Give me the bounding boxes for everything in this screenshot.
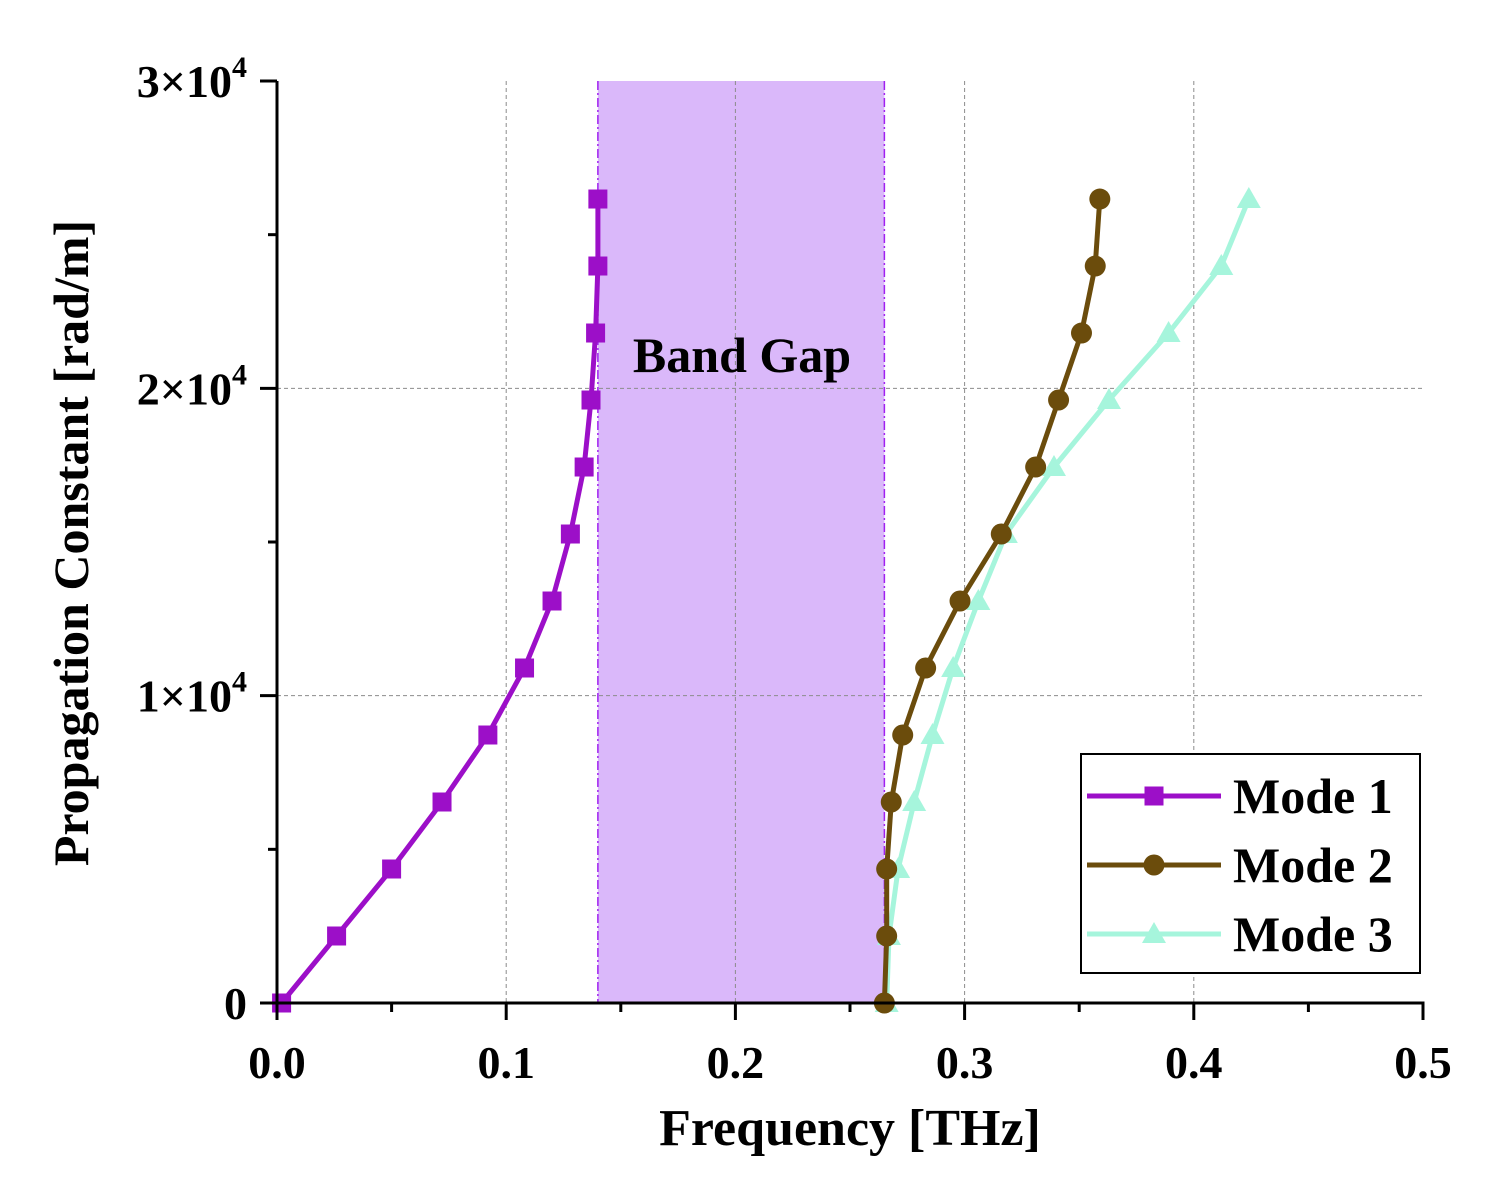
mode-3-point [941,656,966,678]
mode-1-point [588,189,608,209]
legend-item-mode-3: Mode 3 [1087,906,1393,962]
x-tick-label: 0.4 [1165,1037,1223,1088]
legend-swatch-marker [1143,854,1165,876]
mode-3-point [1156,321,1181,343]
band-gap-region [597,81,886,1003]
mode-3-point [966,589,991,611]
mode-1-point [515,658,535,678]
grid [277,81,1423,1003]
mode-3-point [920,723,945,745]
legend-item-mode-2: Mode 2 [1087,837,1393,893]
legend: Mode 1 Mode 2 Mode 3 [1080,753,1421,974]
mode-3-point [1041,455,1066,477]
mode-1-point [581,390,601,410]
mode-2-point [880,791,902,813]
mode-3-point [1209,254,1234,276]
series-mode-1 [272,189,608,1013]
legend-item-mode-1: Mode 1 [1087,768,1393,824]
mode-1-point [560,524,580,544]
mode-1-point [542,591,562,611]
mode-2-point [892,724,914,746]
mode-3-point [1236,187,1261,209]
mode-2-point [1048,389,1070,411]
mode-1-point [432,792,452,812]
x-tick-label: 0.0 [248,1037,306,1088]
x-tick-label: 0.5 [1394,1037,1452,1088]
series-layer [272,187,1261,1014]
mode-2-point [949,590,971,612]
band-gap-fill [597,81,885,1003]
x-axis-title: Frequency [THz] [659,1100,1041,1157]
mode-3-point [902,790,927,812]
mode-1-point [382,859,402,879]
y-tick-label: 2×104 [137,358,247,414]
legend-label: Mode 3 [1233,906,1393,962]
tick-labels: 0.0 0.1 0.2 0.3 0.4 0.5 0 1×104 2×104 3×104 [137,51,1452,1088]
mode-1-point [327,926,347,946]
mode-2-line [881,198,1103,1004]
legend-swatch-marker [1144,786,1164,806]
mode-2-point [876,858,898,880]
y-tick-label: 0 [224,978,247,1029]
mode-1-point [588,256,608,276]
mode-2-point [1070,322,1092,344]
mode-2-point [915,657,937,679]
legend-swatch-marker [1142,922,1166,943]
mode-2-point [990,523,1012,545]
x-tick-label: 0.1 [477,1037,535,1088]
y-axis-title: Propagation Constant [rad/m] [43,220,99,866]
axes [260,79,1425,1020]
mode-3-point [1096,388,1121,410]
y-tick-label: 1×104 [137,666,247,722]
x-tick-label: 0.2 [707,1037,765,1088]
mode-1-point [478,725,498,745]
mode-2-point [1025,456,1047,478]
mode-2-point [876,925,898,947]
mode-2-point [1089,188,1111,210]
x-tick-label: 0.3 [936,1037,994,1088]
mode-1-point [586,323,606,343]
mode-1-point [574,457,594,477]
series-mode-2 [873,188,1111,1014]
y-tick-label: 3×104 [137,51,247,107]
mode-2-point [1084,255,1106,277]
band-gap-label: Band Gap [633,327,851,383]
legend-label: Mode 2 [1233,837,1393,893]
legend-label: Mode 1 [1233,768,1393,824]
